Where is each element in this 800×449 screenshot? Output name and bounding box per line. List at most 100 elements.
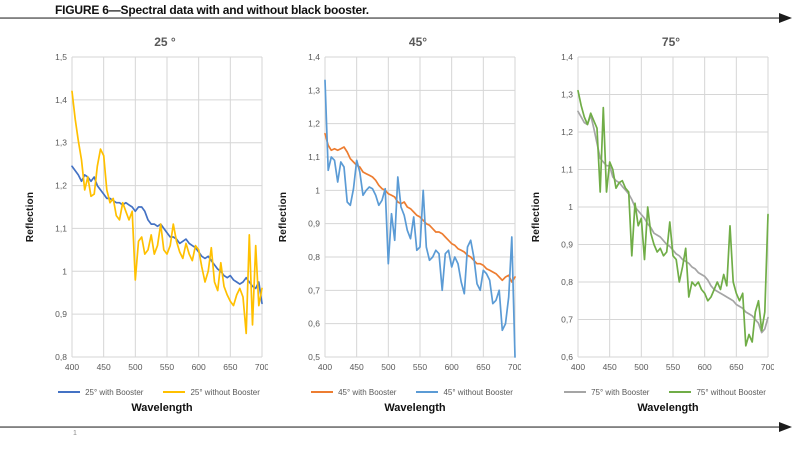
plot-area-45: 400 450 500 550 600 650 700 0,5 0,6 0,7 0,8 0,9 1 1,1… <box>308 52 521 372</box>
x-tick-label: 500 <box>381 362 395 372</box>
y-tick-label: 1 <box>315 185 320 195</box>
legend-label: 45° without Booster <box>443 387 513 397</box>
x-tick-label: 600 <box>445 362 459 372</box>
x-tick-label: 550 <box>666 362 680 372</box>
x-tick-label: 550 <box>413 362 427 372</box>
y-axis-label: Reflection <box>278 191 289 243</box>
y-tick-label: 1,1 <box>561 165 573 175</box>
legend-item: 45° with Booster <box>311 388 396 397</box>
x-tick-label: 600 <box>192 362 206 372</box>
y-tick-label: 1,4 <box>308 52 320 62</box>
top-rule <box>0 17 779 19</box>
charts-row: 25 ° Reflection 400 450 500 550 600 650 700 0,8… <box>25 33 774 414</box>
y-axis-label: Reflection <box>25 191 36 243</box>
legend-25: 25° with Booster 25° without Booster <box>26 385 268 399</box>
legend-line-swatch-icon <box>669 391 692 393</box>
y-tick-label: 1,2 <box>308 119 320 129</box>
legend-item: 45° without Booster <box>416 387 513 397</box>
top-rule-arrow-icon <box>779 13 792 23</box>
legend-line-swatch-icon <box>564 391 587 393</box>
plot-area-75: 400 450 500 550 600 650 700 0,6 0,7 0,8 0,9 1 1,1 1,2… <box>561 52 774 372</box>
y-tick-label: 0,9 <box>308 219 320 229</box>
x-axis-label: Wavelength <box>131 402 193 414</box>
legend-line-swatch-icon <box>58 391 81 393</box>
x-tick-label: 700 <box>508 362 521 372</box>
y-tick-label: 0,7 <box>308 285 320 295</box>
y-axis-label: Reflection <box>531 191 542 243</box>
chart-45deg: 45° Reflection 400 450 500 550 600 650 700 0,5 0… <box>278 33 521 414</box>
legend-item: 75° without Booster <box>669 387 766 397</box>
y-tick-label: 1,3 <box>308 85 320 95</box>
x-tick-label: 550 <box>160 362 174 372</box>
y-tick-label: 0,7 <box>561 315 573 325</box>
legend-label: 75° with Booster <box>591 387 650 397</box>
y-tick-label: 1,1 <box>55 223 67 233</box>
y-axis-label-col: Reflection <box>25 51 40 383</box>
chart-title-75: 75° <box>661 35 681 49</box>
legend-item: 25° without Booster <box>163 387 260 397</box>
bottom-rule-arrow-icon <box>779 422 792 432</box>
y-tick-label: 0,5 <box>308 352 320 362</box>
legend-line-swatch-icon <box>416 391 439 393</box>
chart-body: Reflection 400 450 500 550 600 650 700 0,6 0,7 0,… <box>531 51 774 383</box>
y-tick-label: 0,9 <box>55 309 67 319</box>
chart-title-45: 45° <box>408 35 428 49</box>
x-tick-label: 650 <box>223 362 237 372</box>
y-tick-label: 1,5 <box>55 52 67 62</box>
y-tick-label: 0,6 <box>561 352 573 362</box>
x-tick-label: 450 <box>603 362 617 372</box>
y-tick-label: 0,6 <box>308 319 320 329</box>
y-axis-label-col: Reflection <box>531 51 546 383</box>
bottom-rule <box>0 426 779 428</box>
x-axis-label: Wavelength <box>637 402 699 414</box>
legend-45: 45° with Booster 45° without Booster <box>279 385 521 399</box>
chart-25deg: 25 ° Reflection 400 450 500 550 600 650 700 0,8… <box>25 33 268 414</box>
legend-label: 25° with Booster <box>85 387 144 397</box>
y-tick-label: 1,2 <box>55 181 67 191</box>
y-tick-label: 1,4 <box>561 52 573 62</box>
chart-75deg: 75° Reflection 400 450 500 550 600 650 700 0,6 0… <box>531 33 774 414</box>
series-line <box>71 90 263 335</box>
plot-area-25: 400 450 500 550 600 650 700 0,8 0,9 1 1,1 1,2 1,3 1,4… <box>55 52 268 372</box>
x-tick-label: 500 <box>128 362 142 372</box>
series-line <box>577 89 769 347</box>
series-line <box>71 165 263 305</box>
x-axis-label: Wavelength <box>384 402 446 414</box>
x-tick-label: 450 <box>97 362 111 372</box>
y-tick-label: 1 <box>568 202 573 212</box>
x-tick-label: 600 <box>698 362 712 372</box>
y-tick-label: 1,1 <box>308 152 320 162</box>
x-tick-label: 700 <box>761 362 774 372</box>
y-tick-label: 1 <box>62 266 67 276</box>
chart-title-25: 25 ° <box>154 35 176 49</box>
chart-body: Reflection 400 450 500 550 600 650 700 0,5 0,6 0,… <box>278 51 521 383</box>
x-tick-label: 400 <box>318 362 332 372</box>
footnote-marker: 1 <box>73 430 77 437</box>
y-tick-label: 0,8 <box>308 252 320 262</box>
y-tick-label: 1,3 <box>55 138 67 148</box>
legend-75: 75° with Booster 75° without Booster <box>532 385 774 399</box>
legend-item: 75° with Booster <box>564 388 649 397</box>
y-tick-label: 1,4 <box>55 95 67 105</box>
x-tick-label: 450 <box>350 362 364 372</box>
legend-label: 45° with Booster <box>338 387 397 397</box>
x-tick-label: 650 <box>729 362 743 372</box>
legend-item: 25° with Booster <box>58 388 143 397</box>
y-tick-label: 0,8 <box>561 277 573 287</box>
legend-line-swatch-icon <box>163 391 186 393</box>
y-tick-label: 0,9 <box>561 240 573 250</box>
y-tick-label: 1,2 <box>561 127 573 137</box>
x-tick-label: 700 <box>255 362 268 372</box>
series-line <box>324 79 516 358</box>
legend-label: 75° without Booster <box>696 387 766 397</box>
chart-body: Reflection 400 450 500 550 600 650 700 0,8 0,9 1 1… <box>25 51 268 383</box>
figure-title: FIGURE 6—Spectral data with and without … <box>55 3 369 17</box>
x-tick-label: 400 <box>571 362 585 372</box>
y-tick-label: 1,3 <box>561 90 573 100</box>
legend-line-swatch-icon <box>311 391 334 393</box>
y-tick-label: 0,8 <box>55 352 67 362</box>
x-tick-label: 650 <box>476 362 490 372</box>
legend-label: 25° without Booster <box>190 387 260 397</box>
y-axis-label-col: Reflection <box>278 51 293 383</box>
